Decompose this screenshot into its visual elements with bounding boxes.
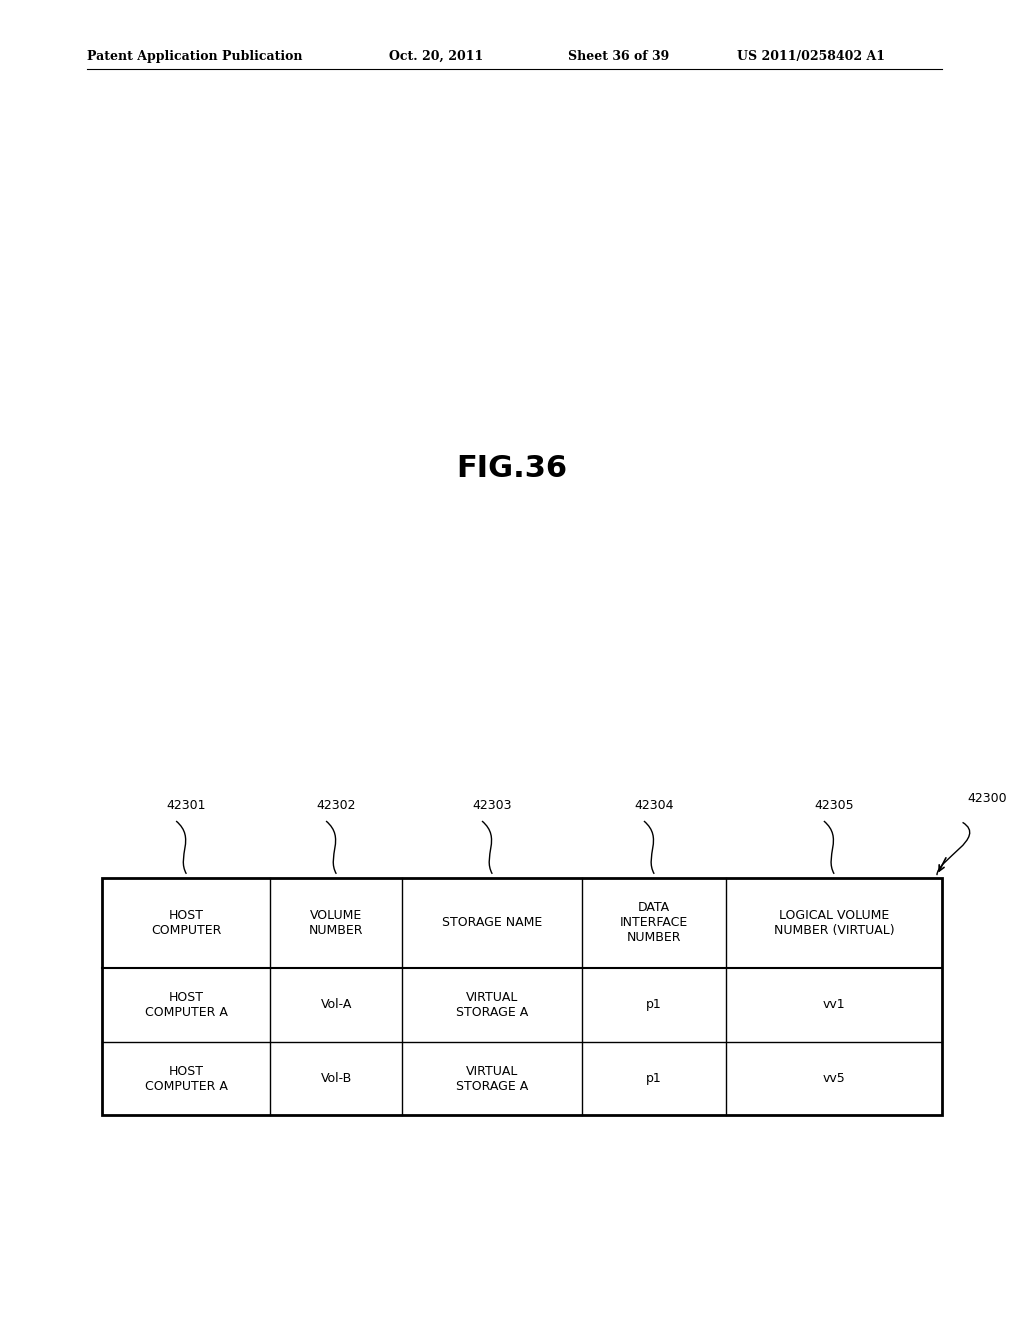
Text: VIRTUAL
STORAGE A: VIRTUAL STORAGE A: [456, 991, 528, 1019]
Text: 42301: 42301: [167, 799, 206, 812]
Text: HOST
COMPUTER A: HOST COMPUTER A: [145, 1064, 227, 1093]
Text: 42302: 42302: [316, 799, 356, 812]
Text: Patent Application Publication: Patent Application Publication: [87, 50, 302, 63]
Text: 42305: 42305: [814, 799, 854, 812]
Text: STORAGE NAME: STORAGE NAME: [442, 916, 543, 929]
Text: LOGICAL VOLUME
NUMBER (VIRTUAL): LOGICAL VOLUME NUMBER (VIRTUAL): [774, 909, 894, 937]
Text: Vol-B: Vol-B: [321, 1072, 352, 1085]
Text: FIG.36: FIG.36: [457, 454, 567, 483]
Text: US 2011/0258402 A1: US 2011/0258402 A1: [737, 50, 886, 63]
Text: vv1: vv1: [823, 998, 846, 1011]
Text: 42303: 42303: [472, 799, 512, 812]
Text: VIRTUAL
STORAGE A: VIRTUAL STORAGE A: [456, 1064, 528, 1093]
Text: Sheet 36 of 39: Sheet 36 of 39: [568, 50, 670, 63]
Text: Vol-A: Vol-A: [321, 998, 352, 1011]
Text: vv5: vv5: [822, 1072, 846, 1085]
Text: p1: p1: [646, 1072, 663, 1085]
Text: VOLUME
NUMBER: VOLUME NUMBER: [309, 909, 364, 937]
Text: HOST
COMPUTER A: HOST COMPUTER A: [145, 991, 227, 1019]
Text: Oct. 20, 2011: Oct. 20, 2011: [389, 50, 483, 63]
Text: HOST
COMPUTER: HOST COMPUTER: [152, 909, 221, 937]
Text: 42300: 42300: [968, 792, 1008, 805]
Text: p1: p1: [646, 998, 663, 1011]
Text: 42304: 42304: [635, 799, 674, 812]
Text: DATA
INTERFACE
NUMBER: DATA INTERFACE NUMBER: [621, 902, 688, 944]
